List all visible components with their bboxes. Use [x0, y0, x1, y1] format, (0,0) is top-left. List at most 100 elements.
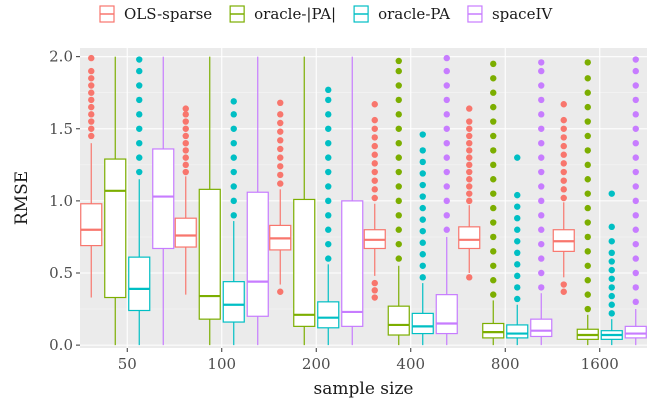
outlier-point [230, 212, 237, 219]
outlier-point [538, 154, 545, 161]
box [80, 203, 103, 247]
legend-item: oracle-PA [353, 5, 450, 23]
outlier-point [514, 154, 521, 161]
outlier-point [538, 226, 545, 233]
outlier-point [632, 284, 639, 291]
outlier-point [584, 233, 591, 241]
outlier-point [371, 142, 378, 150]
outlier-point [584, 248, 591, 255]
box [482, 322, 505, 339]
outlier-point [419, 147, 426, 154]
legend-item: oracle-|PA| [229, 5, 336, 23]
outlier-point [466, 274, 473, 281]
outlier-point [443, 111, 450, 118]
outlier-point [466, 168, 473, 176]
outlier-point [230, 139, 237, 147]
outlier-point [395, 82, 402, 89]
outlier-point [608, 301, 615, 308]
outlier-point [277, 163, 284, 170]
outlier-point [584, 147, 591, 154]
outlier-point [371, 177, 378, 184]
outlier-point [395, 240, 402, 248]
outlier-point [490, 190, 497, 197]
outlier-point [419, 227, 426, 235]
outlier-point [325, 111, 332, 118]
outlier-point [371, 116, 378, 124]
outlier-point [490, 132, 497, 140]
box-group [104, 56, 127, 346]
outlier-point [419, 193, 426, 200]
outlier-point [230, 197, 237, 205]
outlier-point [584, 161, 591, 169]
box-group [458, 105, 481, 281]
outlier-point [325, 255, 332, 262]
outlier-point [538, 67, 545, 75]
outlier-point [395, 168, 402, 176]
box [152, 148, 175, 250]
x-tick-label: 1600 [581, 355, 619, 373]
outlier-point [88, 54, 95, 62]
outlier-point [584, 176, 591, 183]
y-tick-label: 1.0 [49, 192, 73, 210]
box [530, 318, 553, 338]
outlier-point [490, 161, 497, 169]
box-group [363, 101, 386, 301]
outlier-point [608, 258, 615, 265]
outlier-point [632, 168, 639, 176]
outlier-point [608, 266, 615, 274]
outlier-point [230, 183, 237, 190]
outlier-point [136, 168, 143, 176]
outlier-point [466, 183, 473, 190]
outlier-point [277, 180, 284, 187]
outlier-point [584, 204, 591, 212]
outlier-point [632, 56, 639, 63]
outlier-point [466, 118, 473, 125]
boxes [80, 54, 647, 346]
outlier-point [325, 86, 332, 94]
outlier-point [419, 239, 426, 246]
outlier-point [136, 111, 143, 118]
outlier-point [490, 219, 497, 226]
outlier-point [88, 111, 95, 118]
outlier-point [538, 240, 545, 248]
outlier-point [371, 151, 378, 158]
box [104, 158, 127, 299]
outlier-point [443, 54, 450, 62]
outlier-point [182, 154, 189, 161]
outlier-point [490, 89, 497, 96]
outlier-point [277, 145, 284, 153]
outlier-point [538, 212, 545, 219]
outlier-point [466, 154, 473, 161]
outlier-point [88, 96, 95, 104]
box-group [293, 56, 316, 346]
legend: OLS-sparse oracle-|PA| oracle-PA spaceIV [99, 5, 553, 23]
outlier-point [325, 154, 332, 161]
outlier-point [419, 170, 426, 177]
legend-label: spaceIV [492, 5, 553, 23]
outlier-point [371, 287, 378, 294]
outlier-point [538, 96, 545, 104]
y-tick-label: 1.5 [49, 120, 73, 138]
outlier-point [560, 160, 567, 167]
outlier-point [395, 197, 402, 205]
outlier-point [325, 96, 332, 104]
outlier-point [632, 183, 639, 190]
x-tick-label: 800 [491, 355, 520, 373]
box [198, 188, 221, 320]
outlier-point [538, 111, 545, 118]
outlier-point [371, 160, 378, 167]
outlier-point [182, 139, 189, 147]
legend-label: OLS-sparse [124, 5, 212, 23]
box [246, 191, 269, 317]
outlier-point [466, 190, 473, 197]
outlier-point [560, 186, 567, 193]
outlier-point [514, 295, 521, 303]
box [174, 217, 197, 248]
box-group [246, 56, 269, 346]
outlier-point [632, 197, 639, 205]
outlier-point [230, 125, 237, 132]
outlier-point [632, 96, 639, 104]
outlier-point [514, 238, 521, 245]
x-tick-label: 50 [118, 355, 137, 373]
outlier-point [182, 147, 189, 154]
